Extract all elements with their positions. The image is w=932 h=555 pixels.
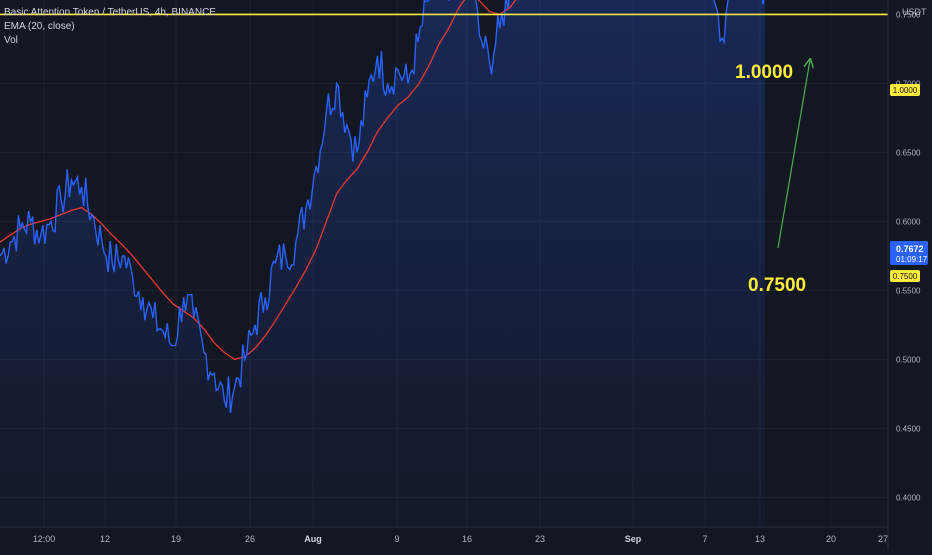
resistance-tag-bg bbox=[890, 84, 920, 96]
price-area-fill bbox=[0, 0, 765, 527]
chart-legend: Basic Attention Token / TetherUS, 4h, BI… bbox=[4, 6, 216, 48]
x-tick-label: 12 bbox=[100, 534, 110, 544]
x-tick-label: 23 bbox=[535, 534, 545, 544]
support-annotation: 0.7500 bbox=[748, 275, 806, 296]
y-tick-label: 0.5000 bbox=[896, 355, 921, 364]
chart-title[interactable]: Basic Attention Token / TetherUS, 4h, BI… bbox=[4, 7, 216, 18]
y-tick-label: 0.5500 bbox=[896, 286, 921, 295]
x-tick-label: Aug bbox=[304, 534, 322, 544]
series-layer bbox=[0, 0, 765, 413]
support-tag-bg bbox=[890, 270, 920, 282]
x-tick-label: 20 bbox=[826, 534, 836, 544]
y-tick-label: 0.7500 bbox=[896, 10, 921, 19]
current-price-tag-bg bbox=[890, 241, 928, 265]
x-tick-label: Sep bbox=[625, 534, 642, 544]
level-layer bbox=[0, 13, 888, 16]
ema-line bbox=[0, 0, 517, 361]
x-tick-label: 13 bbox=[755, 534, 765, 544]
x-tick-label: 9 bbox=[394, 534, 399, 544]
price-area bbox=[0, 0, 765, 527]
resistance-annotation: 1.0000 bbox=[735, 62, 793, 83]
axis-layer: 12:00121926Aug91623Sep71320271.10001.050… bbox=[0, 0, 921, 550]
x-tick-label: 26 bbox=[245, 534, 255, 544]
resistance-tag: 1.0000 bbox=[893, 86, 918, 95]
ema-indicator-label[interactable]: EMA (20, close) bbox=[4, 21, 75, 32]
x-tick-label: 16 bbox=[462, 534, 472, 544]
y-tick-label: 0.4500 bbox=[896, 424, 921, 433]
countdown: 01:09:17 bbox=[896, 255, 928, 264]
support-tag: 0.7500 bbox=[893, 272, 918, 281]
y-tick-label: 0.6500 bbox=[896, 148, 921, 157]
current-price: 0.7672 bbox=[896, 244, 924, 254]
x-tick-label: 27 bbox=[878, 534, 888, 544]
x-tick-label: 19 bbox=[171, 534, 181, 544]
x-tick-label: 7 bbox=[702, 534, 707, 544]
currency-label: USDT bbox=[902, 7, 927, 17]
projection-arrow bbox=[777, 60, 810, 249]
x-tick-label: 12:00 bbox=[33, 534, 56, 544]
volume-label[interactable]: Vol bbox=[4, 35, 18, 46]
price-line bbox=[0, 0, 765, 413]
y-tick-label: 0.4000 bbox=[896, 493, 921, 502]
y-tick-label: 0.6000 bbox=[896, 217, 921, 226]
y-tick-label: 0.7000 bbox=[896, 79, 921, 88]
